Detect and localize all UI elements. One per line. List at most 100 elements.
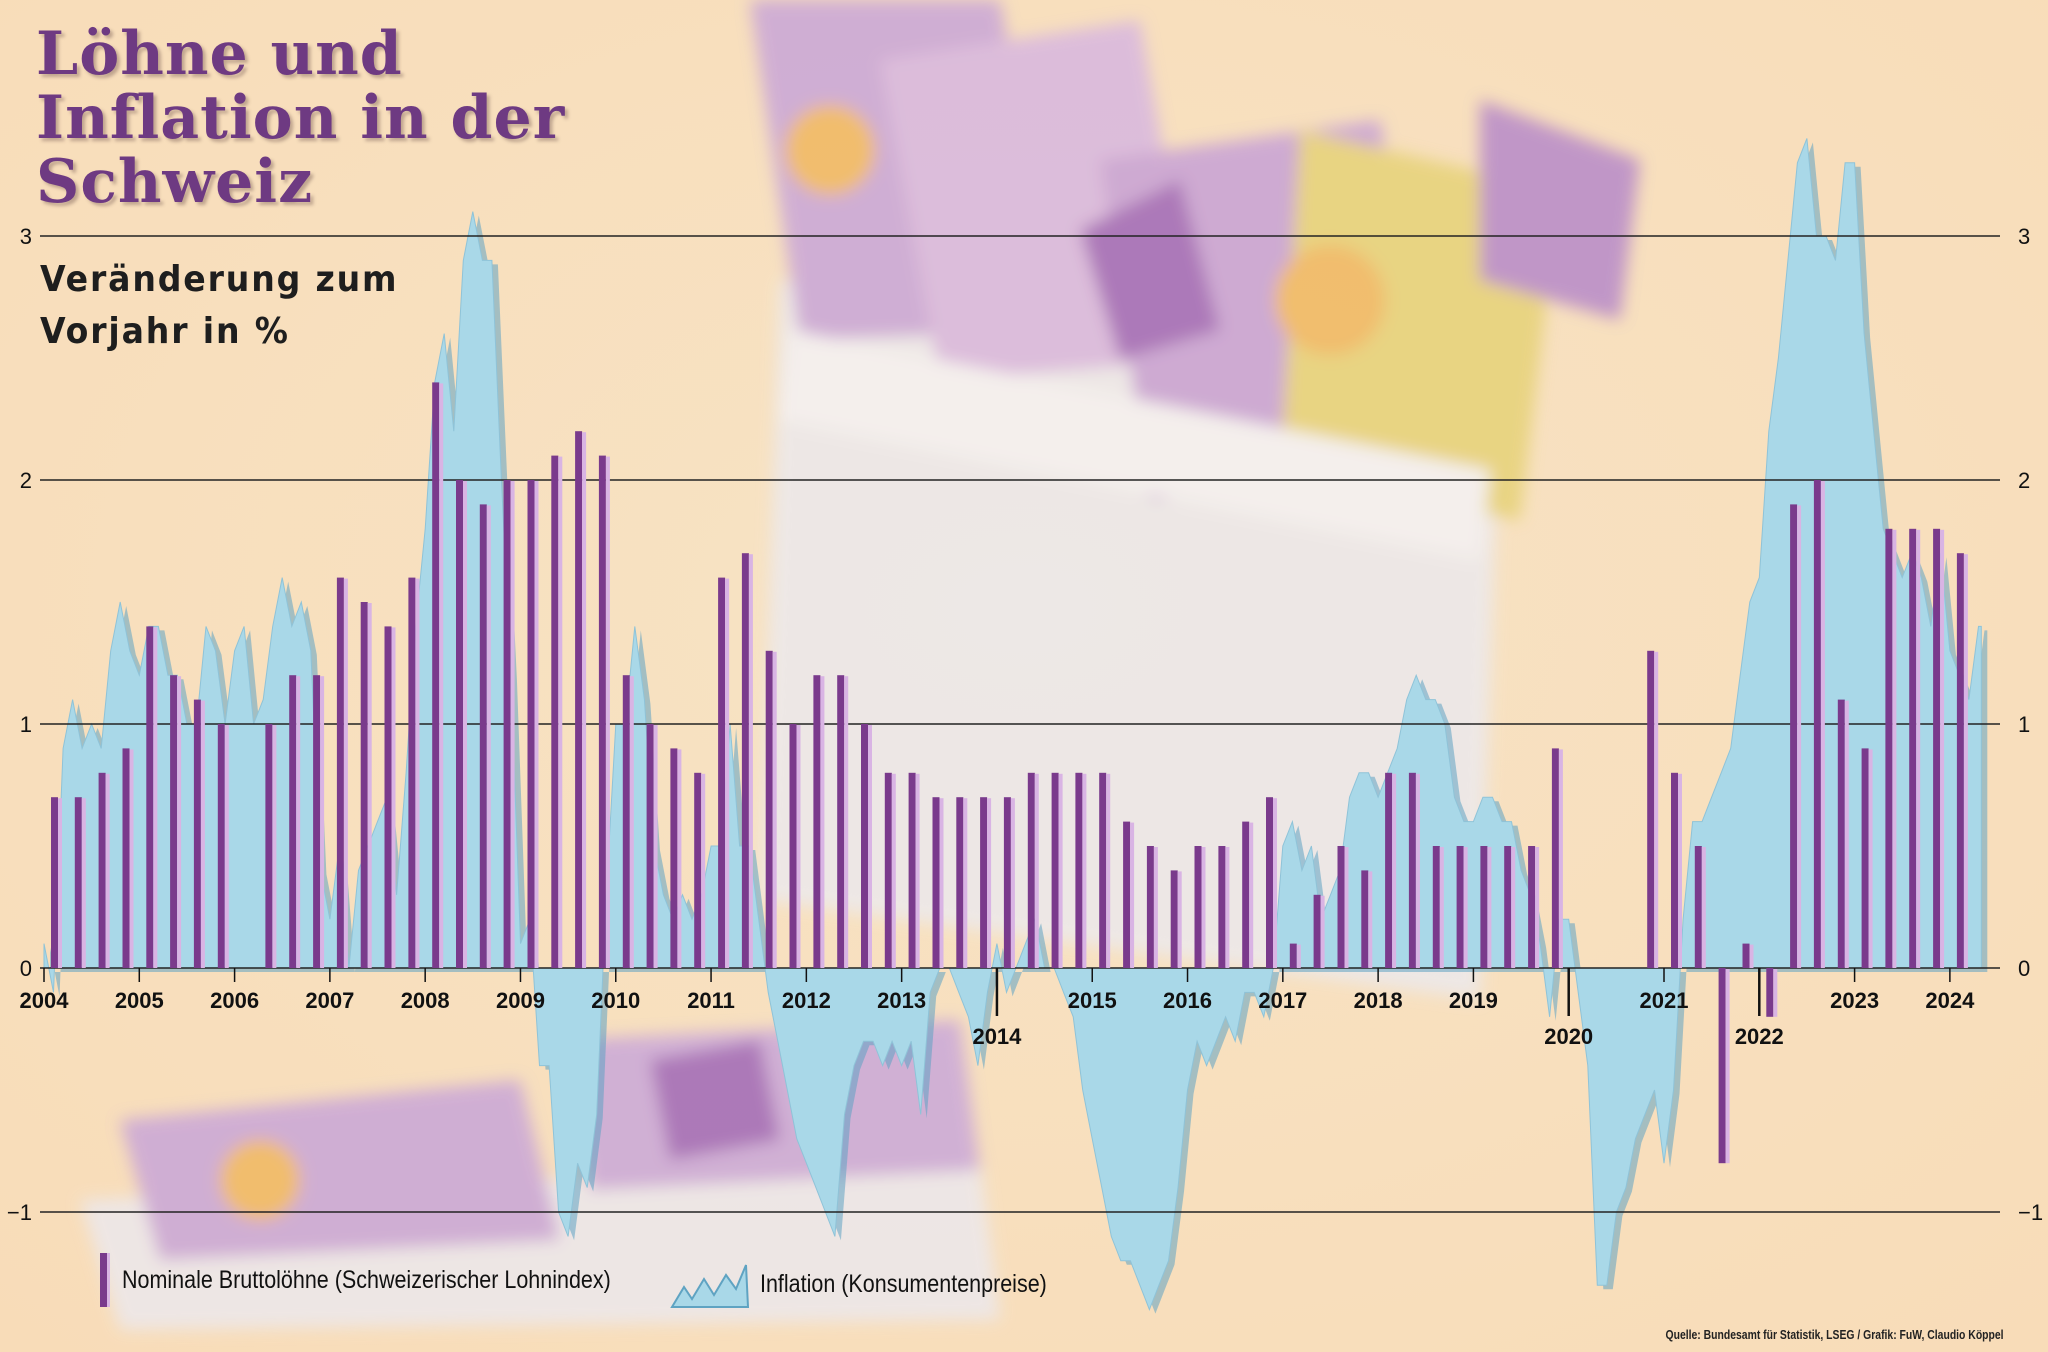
y-tick-label-right: 3: [2018, 224, 2030, 249]
legend-wage-swatch: [100, 1253, 110, 1307]
wage-bar-body: [1933, 528, 1941, 968]
wage-bar: [1647, 650, 1659, 968]
wage-bar: [1289, 943, 1301, 968]
wage-bar-highlight: [343, 578, 348, 968]
wage-bar-highlight: [1368, 871, 1373, 968]
wage-bar-highlight: [1058, 773, 1063, 968]
y-tick-label-right: −1: [2018, 1200, 2043, 1225]
wage-bar-highlight: [1034, 773, 1039, 968]
wage-bar-body: [884, 772, 892, 968]
wage-bar: [479, 504, 491, 968]
x-tick-label: 2012: [782, 988, 831, 1013]
wage-bar-body: [1218, 846, 1226, 968]
wage-bar-body: [789, 724, 797, 968]
x-tick-label: 2006: [210, 988, 259, 1013]
wage-bar: [313, 675, 325, 968]
wage-bar-body: [408, 577, 416, 968]
wage-bar: [74, 797, 86, 968]
wage-bar: [1718, 968, 1730, 1164]
wage-bar-highlight: [272, 725, 277, 968]
wage-bar-highlight: [1106, 773, 1111, 968]
wage-bar-highlight: [1415, 773, 1420, 968]
wage-bar-highlight: [1868, 749, 1873, 968]
wage-bar-highlight: [1558, 749, 1563, 968]
wage-bar-body: [456, 480, 463, 968]
wage-bar-body: [1266, 797, 1273, 968]
wage-bar-highlight: [510, 481, 515, 968]
legend-inflation-label: Inflation (Konsumentenpreise): [760, 1269, 1047, 1298]
wage-bar-highlight: [224, 725, 229, 968]
wage-bar: [861, 724, 872, 968]
wage-bar-highlight: [1654, 651, 1659, 968]
wage-bar-body: [1099, 772, 1107, 968]
wage-bar-highlight: [987, 798, 992, 968]
wage-bar: [1766, 968, 1778, 1017]
wage-bar: [1551, 748, 1563, 968]
wage-bar-body: [1528, 846, 1536, 968]
wage-bar-body: [1385, 772, 1393, 968]
y-tick-label-left: 3: [20, 224, 32, 249]
wage-bar-body: [694, 772, 702, 968]
wage-bar: [1146, 846, 1158, 968]
wage-bar: [1861, 748, 1873, 968]
wage-bar-highlight: [1820, 481, 1825, 968]
wage-bar: [694, 772, 706, 968]
x-axis: [43, 968, 1951, 1016]
wage-bar-body: [1361, 870, 1369, 968]
wage-bar: [1170, 870, 1182, 968]
wage-bar-highlight: [1963, 554, 1968, 968]
wage-bar-highlight: [1773, 969, 1778, 1017]
wage-bar-highlight: [1725, 969, 1730, 1164]
wage-bar-body: [1790, 504, 1798, 968]
wage-bar-body: [432, 382, 440, 968]
wage-bar-highlight: [629, 676, 634, 968]
wage-bar: [1337, 846, 1349, 968]
wage-bar-highlight: [915, 773, 920, 968]
y-tick-label-left: 0: [20, 956, 32, 981]
wage-bar-highlight: [534, 481, 539, 968]
wage-bar-body: [1909, 528, 1917, 968]
wage-bar: [336, 577, 348, 968]
wage-bar-highlight: [1892, 529, 1897, 968]
x-tick-label: 2011: [687, 988, 735, 1013]
wage-bar-highlight: [605, 456, 610, 968]
wage-bar-body: [313, 675, 321, 968]
wage-bar: [98, 772, 110, 968]
wage-bar: [1051, 772, 1063, 968]
x-tick-label: 2018: [1354, 988, 1403, 1013]
wage-bar: [289, 675, 301, 968]
wage-bar-body: [1313, 894, 1321, 968]
wage-bar: [51, 797, 62, 968]
wage-bar-body: [765, 650, 773, 968]
wage-bar-body: [1123, 821, 1131, 968]
wage-bar: [1408, 772, 1420, 968]
wage-bar: [1266, 797, 1277, 968]
wage-bar-body: [74, 797, 82, 968]
wage-bar-highlight: [701, 773, 706, 968]
x-tick-label: 2013: [877, 988, 926, 1013]
wage-bar-highlight: [1177, 871, 1182, 968]
wage-bar-body: [527, 480, 535, 968]
wage-bar-body: [646, 724, 654, 968]
wage-bar: [1313, 894, 1325, 968]
x-tick-label: 2004: [20, 988, 70, 1013]
wage-bar: [122, 748, 134, 968]
x-tick-label: 2019: [1449, 988, 1498, 1013]
y-tick-label-right: 0: [2018, 956, 2030, 981]
wage-bar-highlight: [1201, 847, 1206, 968]
wage-bar: [670, 748, 682, 968]
wage-bar-body: [813, 675, 821, 968]
y-tick-label-left: 2: [20, 468, 32, 493]
x-tick-label: 2022: [1735, 1024, 1784, 1049]
wage-bar-body: [1242, 821, 1250, 968]
wage-bar-body: [289, 675, 297, 968]
x-tick-label: 2021: [1640, 988, 1689, 1013]
wage-bar-highlight: [58, 798, 62, 968]
chart-subtitle: Veränderung zum Vorjahr in %: [40, 259, 399, 352]
wage-bar-highlight: [891, 773, 896, 968]
wage-bar-highlight: [320, 676, 325, 968]
wage-bar: [1385, 772, 1397, 968]
wage-bar-body: [861, 724, 868, 968]
wage-bar-highlight: [1082, 773, 1087, 968]
wage-bar: [1218, 846, 1230, 968]
